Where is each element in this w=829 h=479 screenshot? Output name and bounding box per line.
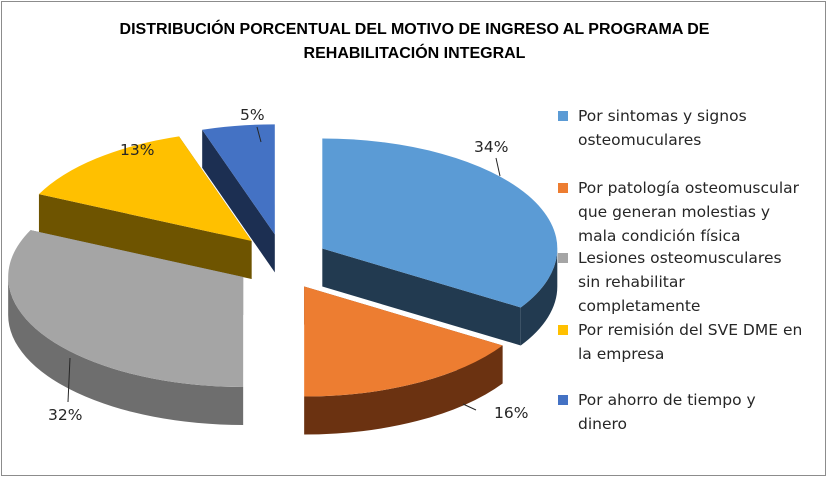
legend-label-patologia: Por patología osteomuscular que generan … [578,179,800,245]
pie-slice-wall-sintomas-1 [322,248,521,346]
pie-slice-wall-remision-0 [38,194,252,280]
chart-title-line-1: DISTRIBUCIÓN PORCENTUAL DEL MOTIVO DE IN… [119,21,710,38]
data-label-sintomas: 34% [474,138,508,156]
leader-line-lesiones [67,357,71,403]
chart-title-line-2: REHABILITACIÓN INTEGRAL [303,45,526,62]
legend-label-ahorro: Por ahorro de tiempo y dinero [578,391,756,433]
pie-slice-lesiones [8,230,244,425]
leader-line-patologia [462,403,477,411]
legend-swatch-patologia [558,183,568,193]
pie-slice-rim-sintomas-0 [520,248,558,346]
data-label-remision: 13% [120,141,154,159]
pie-slices [8,124,558,435]
pie-slice-rim-lesiones-0 [8,276,244,425]
legend-swatch-lesiones [558,253,568,263]
pie-slice-patologia [304,286,503,435]
data-label-patologia: 16% [494,404,528,422]
pie-slice-top-lesiones [8,230,244,387]
pie-slice-remision [38,136,252,280]
legend-label-remision: Por remisión del SVE DME en la empresa [578,321,803,363]
legend-swatch-remision [558,325,568,335]
legend-swatch-ahorro [558,395,568,405]
pie-slice-top-remision [38,136,252,242]
leader-line-ahorro [256,126,262,143]
chart-title: DISTRIBUCIÓN PORCENTUAL DEL MOTIVO DE IN… [0,18,829,66]
legend-label-sintomas: Por sintomas y signos osteomuculares [578,107,747,149]
legend-label-lesiones: Lesiones osteomusculares sin rehabilitar… [578,249,782,315]
pie-slice-wall-ahorro-0 [202,129,275,273]
leader-line-sintomas [495,157,501,177]
pie-slice-sintomas [322,138,558,346]
pie-labels: 34% 16% 32% 13% 5% [48,106,528,424]
pie-slice-ahorro [202,124,275,273]
legend-swatch-sintomas [558,111,568,121]
pie-slice-top-sintomas [322,138,558,308]
pie-slice-rim-patologia-0 [304,345,503,435]
pie-slice-top-patologia [304,286,503,397]
pie-slice-top-ahorro [202,124,275,235]
data-label-lesiones: 32% [48,406,82,424]
data-label-ahorro: 5% [240,106,265,124]
